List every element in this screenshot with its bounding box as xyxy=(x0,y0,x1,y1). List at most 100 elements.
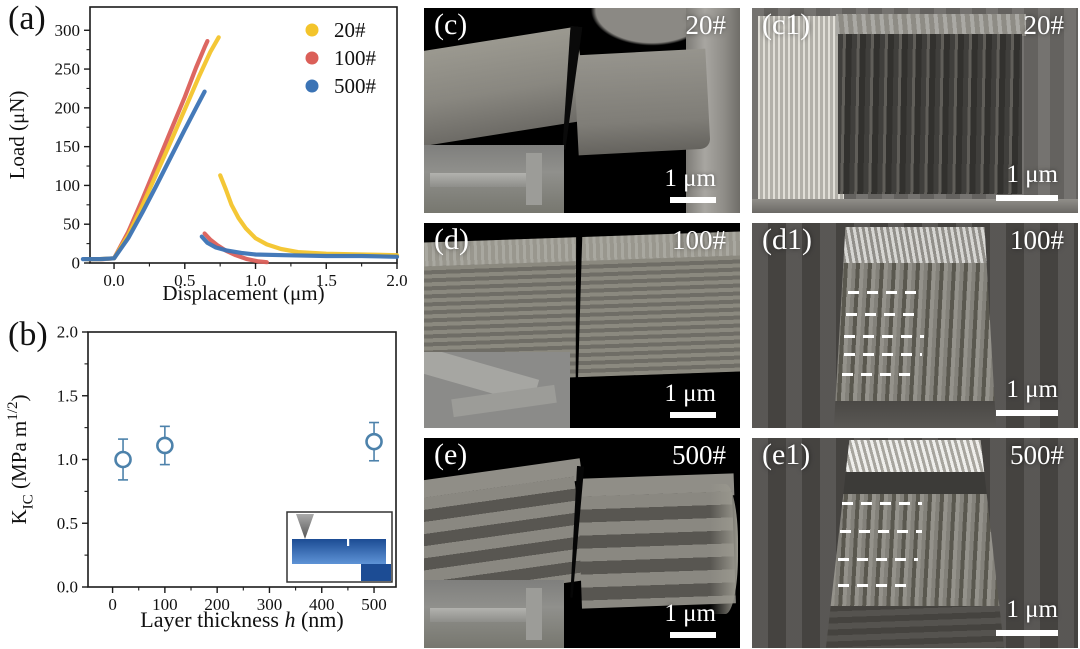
panel-c1-label: (c1) xyxy=(762,8,811,41)
sem-inset xyxy=(424,145,564,213)
svg-text:0.5: 0.5 xyxy=(57,514,78,533)
sem-panel-c1: (c1) 20# 1 μm xyxy=(752,8,1078,213)
sem-texture xyxy=(710,484,738,614)
sem-fracture-surface xyxy=(825,494,1005,606)
svg-text:2.0: 2.0 xyxy=(57,323,78,342)
sem-pillar xyxy=(833,223,997,428)
panel-c-label: (c) xyxy=(434,8,468,41)
series-100# xyxy=(86,39,210,262)
notch-test-schematic xyxy=(286,511,393,583)
data-point xyxy=(365,432,383,451)
data-point xyxy=(114,450,132,469)
layer-marker-dash xyxy=(842,373,914,376)
sem-texture xyxy=(836,14,1026,36)
sample-badge: 100# xyxy=(672,225,726,255)
svg-text:200: 200 xyxy=(204,595,230,614)
svg-text:0.0: 0.0 xyxy=(103,271,124,290)
scalebar-text: 1 μm xyxy=(664,600,716,627)
sem-inset-post xyxy=(526,588,542,640)
svg-text:200: 200 xyxy=(55,98,81,117)
legend-marker xyxy=(305,23,319,37)
svg-text:100: 100 xyxy=(152,595,178,614)
sample-badge: 500# xyxy=(672,440,726,470)
sample-badge: 20# xyxy=(685,10,727,40)
scalebar-text: 1 μm xyxy=(1006,376,1058,403)
series-20# xyxy=(83,35,221,262)
y-axis-label: KIC (MPa m1/2) xyxy=(5,394,36,524)
series-500# xyxy=(80,89,207,262)
scalebar xyxy=(996,410,1058,416)
scalebar xyxy=(670,412,716,418)
svg-text:0.5: 0.5 xyxy=(174,271,195,290)
fracture-toughness-chart: 0 100 200 300 400 500 0.0 0.5 1.0 1.5 2.0 Layer thi… xyxy=(5,323,397,632)
sem-panel-e1: (e1) 500# 1 μm xyxy=(752,438,1078,648)
svg-text:1.5: 1.5 xyxy=(316,271,337,290)
sample-badge: 500# xyxy=(1010,440,1064,470)
panel-a-label: (a) xyxy=(8,0,46,37)
layer-marker-dash xyxy=(844,353,922,356)
svg-text:1.5: 1.5 xyxy=(57,386,78,405)
legend-label: 100# xyxy=(334,46,377,70)
sample-badge: 100# xyxy=(1010,225,1064,255)
x-axis-label: Displacement (μm) xyxy=(162,281,324,305)
scalebar-text: 1 μm xyxy=(1006,596,1058,623)
sample-badge: 20# xyxy=(1023,10,1065,40)
svg-text:400: 400 xyxy=(309,595,335,614)
svg-text:0.0: 0.0 xyxy=(57,578,78,597)
svg-text:1.0: 1.0 xyxy=(57,450,78,469)
svg-text:0: 0 xyxy=(108,595,117,614)
scalebar-text: 1 μm xyxy=(664,380,716,407)
sem-fracture-surface xyxy=(838,34,1022,194)
sem-panel-e: (e) 500# 1 μm xyxy=(424,438,740,648)
y-axis-label: Load (μN) xyxy=(5,91,29,180)
svg-text:300: 300 xyxy=(55,21,81,40)
legend-marker xyxy=(305,79,319,93)
scalebar-text: 1 μm xyxy=(664,165,716,192)
sem-inset-post xyxy=(526,153,542,205)
x-axis-label: Layer thickness h (nm) xyxy=(140,607,343,632)
sem-panel-c: (c) 20# 1 μm xyxy=(424,8,740,213)
layer-marker-dash xyxy=(846,313,922,316)
sem-inset-cantilever xyxy=(430,173,534,187)
panel-e-label: (e) xyxy=(434,438,468,471)
layer-marker-dash xyxy=(840,530,922,533)
panel-b-label: (b) xyxy=(8,316,48,353)
panel-d1-label: (d1) xyxy=(762,223,812,256)
data-point xyxy=(156,436,174,455)
series-20# xyxy=(218,173,400,258)
sem-texture xyxy=(825,472,1005,494)
sem-inset-cantilever xyxy=(430,608,534,622)
series-500# xyxy=(199,234,400,259)
svg-text:500: 500 xyxy=(361,595,387,614)
load-displacement-chart: 0.0 0.5 1.0 1.5 2.0 0 50 100 150 200 250 300 Displac… xyxy=(5,6,408,305)
scalebar xyxy=(670,197,716,203)
panel-e1-label: (e1) xyxy=(762,438,811,471)
svg-text:100: 100 xyxy=(55,176,81,195)
svg-text:0: 0 xyxy=(72,254,81,273)
legend-label: 500# xyxy=(334,74,377,98)
svg-text:2.0: 2.0 xyxy=(386,271,407,290)
svg-text:300: 300 xyxy=(257,595,283,614)
sem-texture xyxy=(833,401,997,428)
scalebar xyxy=(996,195,1058,201)
svg-text:250: 250 xyxy=(55,60,81,79)
svg-text:50: 50 xyxy=(63,215,80,234)
legend-label: 20# xyxy=(334,18,366,42)
sem-texture xyxy=(825,606,1005,648)
layer-marker-dash xyxy=(844,335,924,338)
legend-marker xyxy=(305,51,319,65)
sem-panel-d1: (d1) 100# 1 μm xyxy=(752,223,1078,428)
svg-text:1.0: 1.0 xyxy=(245,271,266,290)
sem-panel-d: (d) 100# 1 μm xyxy=(424,223,740,428)
svg-text:150: 150 xyxy=(55,137,81,156)
scalebar xyxy=(996,630,1058,636)
layer-marker-dash xyxy=(842,502,922,505)
sem-inset xyxy=(424,352,570,428)
sem-texture xyxy=(825,440,1005,472)
sem-texture xyxy=(758,16,844,200)
layer-marker-dash xyxy=(838,584,914,587)
sem-fracture-surface xyxy=(833,263,997,401)
layer-marker-dash xyxy=(848,291,916,294)
plot-frame xyxy=(89,6,398,264)
